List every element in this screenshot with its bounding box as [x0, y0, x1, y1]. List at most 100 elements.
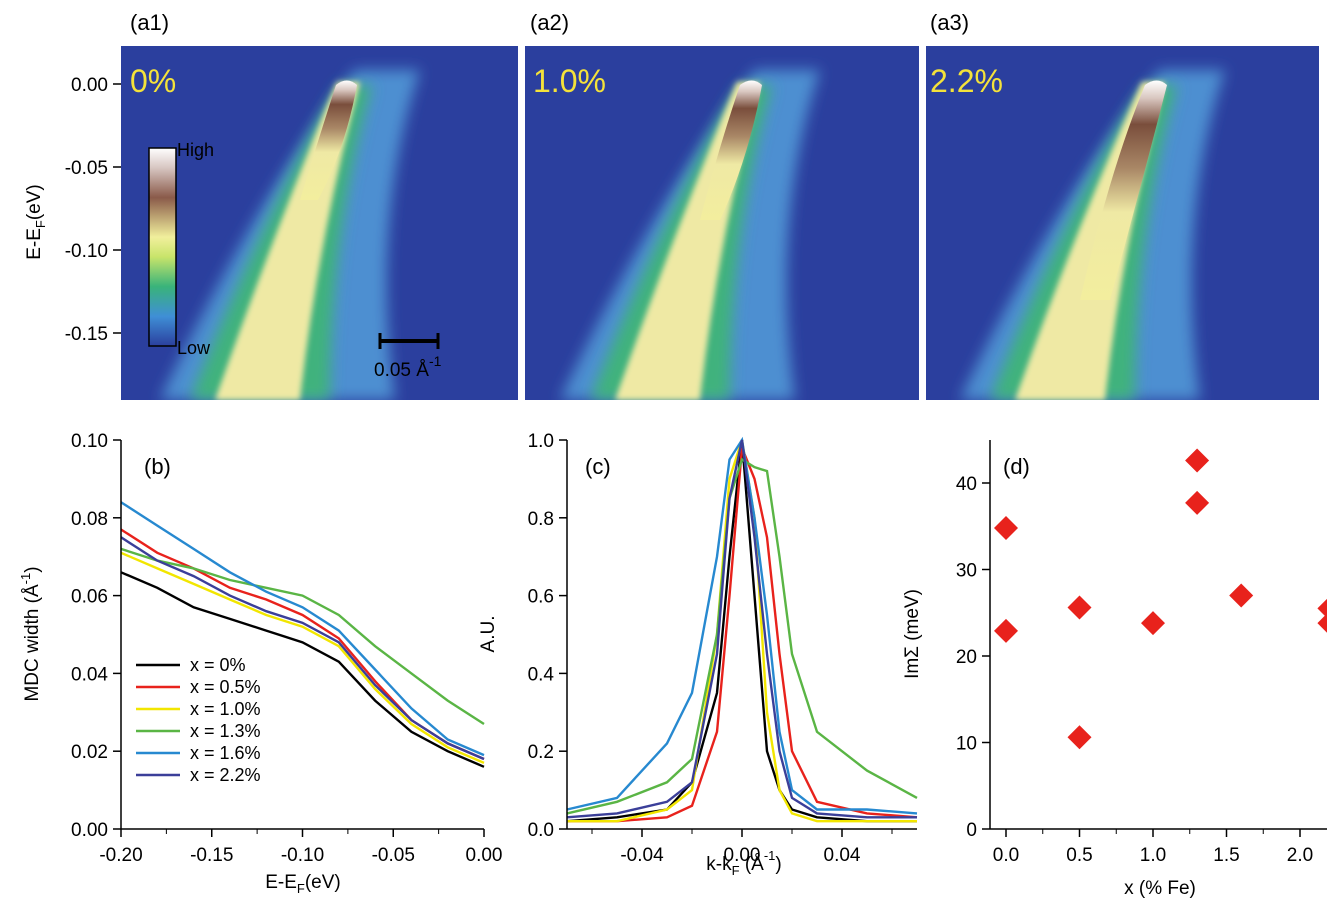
panel-d-data-point-4	[1141, 611, 1165, 636]
panel-c-series	[566, 436, 918, 823]
panel-b-series-line-3	[120, 547, 485, 726]
panel-b-series	[120, 501, 485, 768]
panel-b-y-tick-label: 0.02	[71, 742, 108, 763]
panel-a-separator-1	[518, 46, 525, 400]
panel-d-y-tick-label: 10	[956, 734, 977, 755]
colorbar-high-label: High	[177, 140, 214, 160]
panel-d-data-point-8	[1317, 598, 1327, 619]
panel-b-y-axis-title: MDC width (Å-1)	[18, 566, 43, 701]
panel-c-axes: -0.04 0.00 0.04 0.0 0.2 0.4 0.6 0.8 1.0	[528, 431, 917, 866]
panel-d-data-point-3	[1067, 725, 1092, 750]
panel-d-y-axis-title: ImΣ (meV)	[902, 589, 923, 679]
panel-b-legend-label-3: x = 1.3%	[190, 721, 261, 741]
panel-c-x-tick-label: 0.00	[724, 845, 761, 866]
panel-b-x-tick-label: -0.05	[372, 845, 415, 866]
panel-c-x-tick-label: -0.04	[620, 845, 664, 866]
panel-a1	[121, 46, 518, 400]
panel-c-series-line-0	[566, 439, 917, 823]
panel-a-y-ticks: 0.00 -0.05 -0.10 -0.15	[65, 75, 121, 345]
panel-b-y-tick-label: 0.06	[71, 587, 108, 608]
panel-d-x-tick-label: 0.0	[993, 845, 1019, 866]
panel-b-x-tick-label: -0.15	[190, 845, 233, 866]
panel-b-legend-label-0: x = 0%	[190, 655, 246, 675]
panel-c-y-tick-label: 1.0	[528, 431, 554, 452]
panel-c-y-tick-label: 0.0	[528, 820, 554, 841]
panel-d-data-point-5	[1185, 448, 1210, 473]
panel-a1-label: (a1)	[130, 10, 169, 35]
panel-b-x-tick-label: -0.10	[281, 845, 324, 866]
panel-c-series-line-3	[566, 457, 918, 815]
panel-b-x-axis-title: E-EF(eV)	[265, 872, 341, 896]
panel-a2	[525, 46, 919, 400]
panel-a-y-tick-label: -0.15	[65, 324, 108, 345]
panel-d-x-tick-label: 2.0	[1287, 845, 1313, 866]
panel-b-series-line-5	[120, 536, 485, 761]
panel-d-data-point-6	[1185, 490, 1210, 515]
panel-d-imsigma: 0.0 0.5 1.0 1.5 2.0 0 10 20 30 40 (d) ImΣ (meV) x…	[902, 440, 1327, 899]
panel-a2-band-core	[700, 80, 762, 220]
panel-d-data-point-1	[994, 618, 1018, 643]
panel-b-axes: -0.20 -0.15 -0.10 -0.05 0.00 0.00 0.02 0.04 0.06…	[71, 431, 502, 866]
panel-b-legend: x = 0%x = 0.5%x = 1.0%x = 1.3%x = 1.6%x …	[136, 655, 261, 785]
panel-a3-composition: 2.2%	[930, 63, 1003, 99]
panel-b-legend-label-2: x = 1.0%	[190, 699, 261, 719]
panel-a1-band-core	[300, 80, 357, 200]
panel-d-y-tick-label: 40	[956, 474, 977, 495]
panel-b-y-tick-label: 0.00	[71, 820, 108, 841]
panel-c-y-axis-title: A.U.	[478, 616, 499, 653]
panel-d-axes: 0.0 0.5 1.0 1.5 2.0 0 10 20 30 40	[956, 440, 1327, 866]
panel-a-separator-2	[919, 46, 926, 400]
panel-b-legend-label-5: x = 2.2%	[190, 765, 261, 785]
panel-a3	[926, 46, 1319, 400]
panel-d-data-point-0	[994, 515, 1018, 540]
panel-b-series-line-0	[120, 571, 485, 768]
panel-a3-band-core	[1080, 80, 1167, 300]
panel-c-series-line-5	[566, 439, 917, 819]
panel-a2-composition: 1.0%	[533, 63, 606, 99]
panel-d-y-tick-label: 30	[956, 561, 977, 582]
panel-b-y-tick-label: 0.04	[71, 664, 108, 685]
panel-d-data-point-7	[1229, 583, 1254, 608]
colorbar: High Low	[148, 140, 214, 358]
panel-c-mdc-profiles: -0.04 0.00 0.04 0.0 0.2 0.4 0.6 0.8 1.0 (c) A.U.…	[478, 431, 918, 878]
panel-a-y-axis-title: E-EF(eV)	[24, 184, 48, 260]
panel-d-points	[994, 448, 1327, 750]
panel-a2-label: (a2)	[530, 10, 569, 35]
panel-b-mdc-width: -0.20 -0.15 -0.10 -0.05 0.00 0.00 0.02 0.04 0.06…	[18, 431, 502, 896]
panel-d-data-point-2	[1067, 595, 1092, 620]
scale-bar-label: 0.05 Å-1	[374, 353, 442, 381]
panel-d-y-tick-label: 0	[966, 820, 977, 841]
panel-d-label: (d)	[1003, 454, 1030, 479]
panel-d-x-tick-label: 0.5	[1066, 845, 1092, 866]
panel-b-y-tick-label: 0.08	[71, 509, 108, 530]
colorbar-low-label: Low	[177, 338, 211, 358]
panel-a1-composition: 0%	[130, 63, 176, 99]
panel-c-label: (c)	[585, 454, 611, 479]
panel-d-x-tick-label: 1.5	[1213, 845, 1239, 866]
panel-a-spectra: 0.00-0.05-0.10-0.15 E-EF(eV) (	[24, 10, 1319, 400]
panel-d-x-tick-label: 1.0	[1140, 845, 1166, 866]
scale-bar: 0.05 Å-1	[374, 333, 442, 381]
panel-c-y-tick-label: 0.8	[528, 509, 554, 530]
panel-c-x-tick-label: 0.04	[824, 845, 861, 866]
panel-d-data-point-9	[1317, 613, 1327, 633]
panel-b-legend-label-1: x = 0.5%	[190, 677, 261, 697]
colorbar-gradient	[148, 147, 177, 347]
panel-a-y-tick-label: -0.10	[65, 241, 108, 262]
panel-d-x-axis-title: x (% Fe)	[1124, 878, 1196, 899]
panel-b-y-tick-label: 0.10	[71, 431, 108, 452]
panel-b-series-line-2	[120, 551, 485, 765]
panel-c-series-line-4	[566, 436, 918, 815]
panel-a3-label: (a3)	[930, 10, 969, 35]
panel-a-y-tick-label: 0.00	[71, 75, 108, 96]
panel-c-series-line-2	[567, 439, 917, 823]
panel-b-x-tick-label: -0.20	[99, 845, 142, 866]
panel-c-y-tick-label: 0.6	[528, 587, 554, 608]
panel-c-y-tick-label: 0.4	[528, 664, 555, 685]
panel-c-series-line-1	[567, 447, 918, 823]
panel-a-y-tick-label: -0.05	[65, 158, 108, 179]
panel-d-y-tick-label: 20	[956, 647, 977, 668]
panel-b-x-tick-label: 0.00	[466, 845, 503, 866]
panel-c-y-tick-label: 0.2	[528, 742, 554, 763]
